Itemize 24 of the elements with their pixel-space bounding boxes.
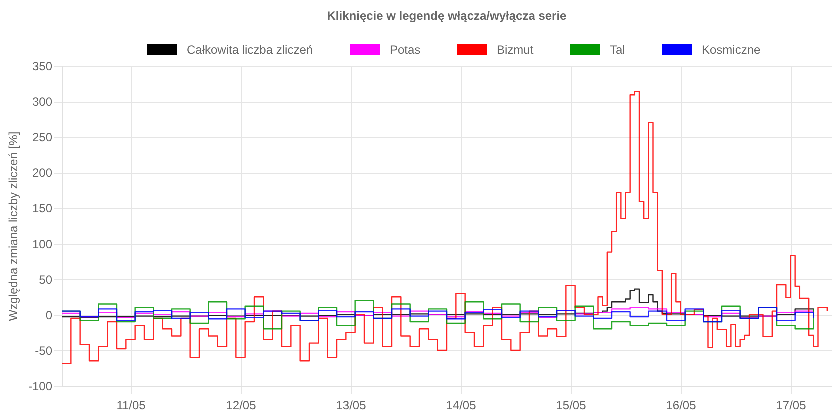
- y-tick-label: 0: [46, 308, 53, 322]
- legend-label: Tal: [610, 42, 626, 57]
- y-tick-label: 100: [32, 237, 53, 252]
- x-tick-label: 12/05: [226, 398, 257, 412]
- y-tick-label: 300: [32, 95, 53, 110]
- x-tick-label: 11/05: [116, 398, 146, 412]
- x-tick-label: 17/05: [776, 398, 807, 412]
- legend-label: Bizmut: [497, 42, 534, 57]
- y-tick-label: 350: [32, 60, 53, 74]
- chart-title: Kliknięcie w legendę włącza/wyłącza serie: [327, 9, 568, 23]
- y-tick-label: 250: [32, 130, 53, 145]
- x-tick-label: 14/05: [446, 398, 477, 412]
- y-tick-label: 150: [32, 202, 53, 216]
- x-tick-label: 16/05: [666, 398, 697, 412]
- legend-label: Potas: [390, 42, 421, 57]
- y-tick-label: 50: [39, 272, 53, 287]
- legend-label: Całkowita liczba zliczeń: [187, 42, 314, 57]
- y-tick-label: -50: [35, 344, 53, 358]
- y-tick-label: 200: [32, 166, 53, 180]
- legend-label: Kosmiczne: [702, 42, 762, 57]
- x-tick-label: 13/05: [336, 398, 367, 412]
- y-axis-title: Względna zmiana liczby zliczeń [%]: [6, 132, 20, 322]
- x-tick-label: 15/05: [556, 398, 587, 412]
- y-tick-label: -100: [28, 380, 53, 394]
